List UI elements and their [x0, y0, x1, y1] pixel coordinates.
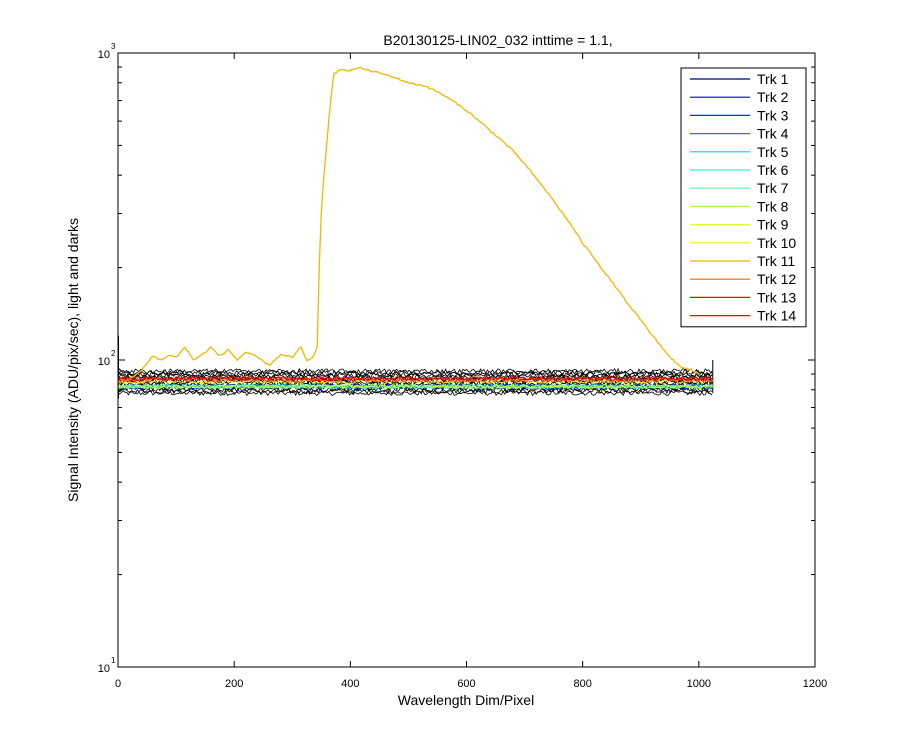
x-tick-label-1200: 1200: [803, 678, 827, 690]
dark-trace-1: [118, 389, 713, 397]
legend-label-trk-11: Trk 11: [757, 253, 795, 269]
y-tick-label-10: 10: [98, 663, 110, 675]
dark-trace-11: [118, 372, 713, 380]
dark-trace-14: [118, 367, 713, 375]
dark-trace-13: [118, 369, 713, 376]
x-tick-label-400: 400: [341, 678, 359, 690]
chart-title: B20130125-LIN02_032 inttime = 1.1,: [383, 32, 612, 48]
x-tick-label-200: 200: [225, 678, 243, 690]
series-line-trk-14: [118, 375, 714, 382]
x-tick-label-600: 600: [457, 678, 475, 690]
legend-label-trk-4: Trk 4: [757, 126, 789, 142]
dark-trace-7: [118, 379, 713, 386]
legend-label-trk-6: Trk 6: [757, 162, 789, 178]
legend-label-trk-5: Trk 5: [757, 144, 789, 160]
legend-label-trk-14: Trk 14: [757, 308, 796, 324]
y-tick-label-100: 10: [98, 356, 110, 368]
x-tick-label-1000: 1000: [687, 678, 711, 690]
series-line-trk-12: [118, 377, 713, 383]
x-tick-label-800: 800: [573, 678, 591, 690]
x-axis-label: Wavelength Dim/Pixel: [398, 692, 534, 708]
legend-label-trk-9: Trk 9: [757, 217, 789, 233]
series-line-trk-9: [118, 383, 714, 390]
y-tick-label-1000: 10: [98, 49, 110, 61]
legend-label-trk-8: Trk 8: [757, 198, 789, 214]
dark-trace-3: [118, 386, 713, 393]
y-tick-exponent-1000: 3: [111, 42, 116, 51]
legend: Trk 1 Trk 2 Trk 3 Trk 4 Trk 5 Trk 6 Trk 7 Trk 8…: [680, 67, 807, 328]
legend-label-trk-13: Trk 13: [757, 289, 796, 305]
legend-label-trk-10: Trk 10: [757, 235, 796, 251]
dark-trace-6: [118, 381, 713, 388]
legend-label-trk-2: Trk 2: [757, 89, 789, 105]
series-line-trk-11: [118, 66, 700, 384]
y-axis-label: Signal Intensity (ADU/pix/sec), light an…: [65, 218, 81, 502]
legend-label-trk-3: Trk 3: [757, 107, 789, 123]
legend-label-trk-1: Trk 1: [757, 71, 789, 87]
series-line-trk-8: [118, 383, 714, 390]
y-tick-exponent-100: 2: [111, 349, 116, 358]
x-tick-label-0: 0: [115, 678, 121, 690]
series-lines: [118, 66, 714, 390]
y-tick-exponent-10: 1: [111, 656, 116, 665]
legend-label-trk-12: Trk 12: [757, 271, 796, 287]
legend-label-trk-7: Trk 7: [757, 180, 789, 196]
legend-box: [680, 67, 807, 328]
